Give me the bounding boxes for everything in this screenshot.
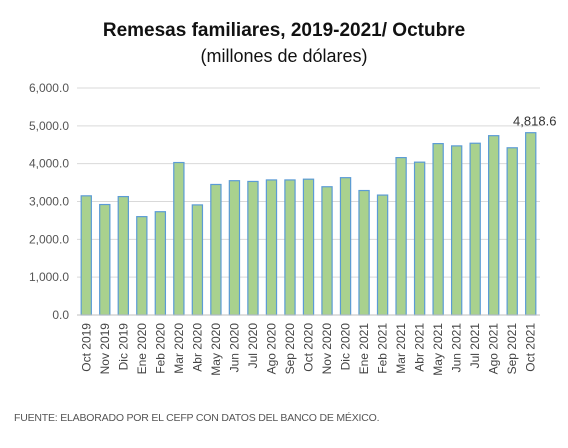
x-tick-label: Oct 2019	[79, 323, 93, 372]
x-tick-label: Oct 2021	[524, 323, 538, 372]
bar	[265, 179, 278, 316]
bar	[191, 204, 204, 316]
x-tick-label: Jun 2020	[227, 323, 241, 373]
bar	[339, 177, 352, 316]
x-tick-label: Ago 2020	[264, 323, 278, 375]
bar	[228, 180, 241, 316]
source-note: FUENTE: ELABORADO POR EL CEFP CON DATOS …	[14, 412, 380, 424]
x-tick-label: Oct 2020	[302, 323, 316, 372]
x-tick-label: Ene 2021	[357, 323, 371, 375]
x-tick-label: Feb 2021	[376, 323, 390, 374]
bar	[488, 135, 500, 316]
data-label: 4,818.6	[513, 114, 556, 129]
bar	[210, 183, 222, 316]
bar	[358, 189, 370, 316]
x-tick-label: Mar 2021	[394, 323, 408, 374]
x-tick-label: Nov 2019	[98, 323, 112, 375]
bar	[80, 195, 92, 316]
bar	[525, 132, 537, 316]
y-axis-tick-labels: 6,000.0 5,000.0 4,000.0 3,000.0 2,000.0 1,000…	[29, 81, 69, 322]
x-tick-label: May 2021	[431, 323, 445, 376]
bar	[395, 157, 407, 316]
x-tick-label: Sep 2020	[283, 323, 297, 375]
bar	[99, 203, 111, 316]
bars	[80, 132, 537, 316]
bar	[247, 180, 259, 316]
bar	[432, 143, 444, 316]
y-tick-label: 4,000.0	[29, 157, 69, 171]
x-tick-label: Jul 2020	[246, 323, 260, 369]
y-tick-label: 1,000.0	[29, 270, 69, 284]
x-tick-label: Ago 2021	[487, 323, 501, 375]
bar	[136, 216, 148, 316]
x-tick-label: Feb 2020	[153, 323, 167, 374]
chart-subtitle: (millones de dólares)	[200, 46, 368, 66]
bar	[173, 161, 185, 316]
bar	[376, 194, 389, 316]
bar	[284, 179, 296, 316]
bar	[154, 211, 167, 316]
bar	[506, 147, 518, 316]
y-tick-label: 0.0	[52, 308, 69, 322]
bar	[302, 178, 315, 316]
y-tick-label: 6,000.0	[29, 81, 69, 95]
bar	[450, 145, 463, 316]
x-tick-label: Sep 2021	[505, 323, 519, 375]
bar	[469, 142, 481, 316]
x-tick-label: Nov 2020	[320, 323, 334, 375]
x-tick-label: Dic 2019	[116, 323, 130, 371]
x-tick-label: Abr 2020	[190, 323, 204, 372]
x-tick-label: Jul 2021	[468, 323, 482, 369]
chart-title: Remesas familiares, 2019-2021/ Octubre	[102, 20, 466, 41]
x-tick-label: Abr 2021	[413, 323, 427, 372]
bar	[117, 195, 129, 316]
bar	[413, 161, 426, 316]
x-tick-label: May 2020	[209, 323, 223, 376]
x-tick-label: Jun 2021	[450, 323, 464, 373]
y-tick-label: 3,000.0	[29, 195, 69, 209]
x-tick-label: Mar 2020	[172, 323, 186, 374]
x-tick-label: Dic 2020	[339, 323, 353, 371]
data-labels: 4,818.6	[513, 114, 556, 129]
y-tick-label: 5,000.0	[29, 119, 69, 133]
x-axis-tick-labels: Oct 2019 Nov 2019 Dic 2019 Ene 2020 Feb 2020…	[79, 323, 537, 376]
bar	[321, 186, 333, 316]
y-tick-label: 2,000.0	[29, 232, 69, 246]
x-tick-label: Ene 2020	[135, 323, 149, 375]
